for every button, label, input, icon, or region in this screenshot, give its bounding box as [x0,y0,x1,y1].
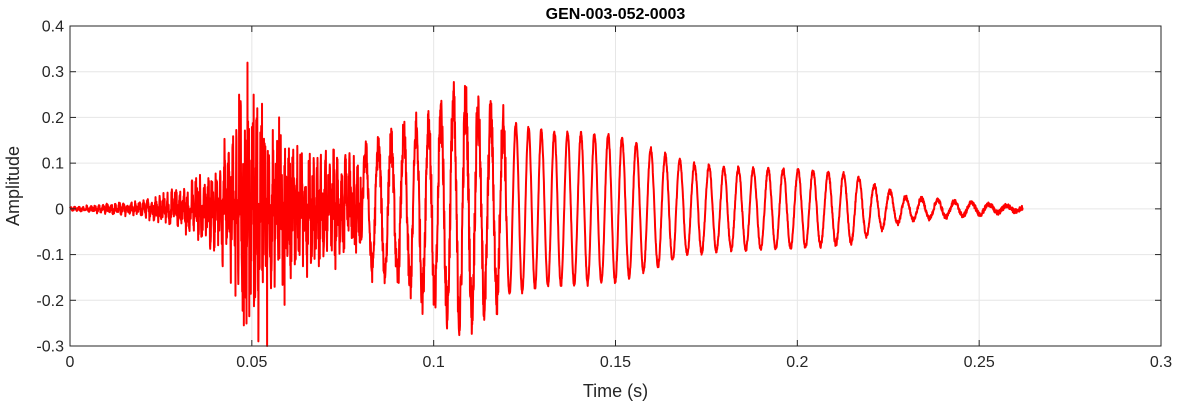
y-tick-label: 0 [55,201,64,218]
x-tick-label: 0.3 [1150,354,1172,371]
x-axis-label: Time (s) [583,381,648,401]
y-tick-label: 0.3 [42,64,64,81]
chart-title: GEN-003-052-0003 [546,6,686,23]
y-tick-label: -0.2 [36,293,64,310]
plot-area [69,61,1024,347]
y-tick-label: 0.2 [42,110,64,127]
y-tick-label: -0.3 [36,339,64,356]
x-tick-label: 0.05 [236,354,267,371]
x-tick-label: 0.25 [964,354,995,371]
x-tick-label: 0.2 [786,354,808,371]
y-tick-label: 0.4 [42,19,64,36]
signal-series-line [69,61,1024,347]
grid-layer [70,26,1161,346]
tick-layer: 0 0.05 0.1 0.15 0.2 0.25 0.3 0.4 0.3 0.2 0.1 0 -0.1 -… [36,19,1172,372]
x-tick-label: 0.15 [600,354,631,371]
x-tick-label: 0.1 [423,354,445,371]
y-axis-label: Amplitude [3,146,23,226]
y-tick-label: 0.1 [42,156,64,173]
y-tick-label: -0.1 [36,247,64,264]
x-tick-label: 0 [66,354,75,371]
